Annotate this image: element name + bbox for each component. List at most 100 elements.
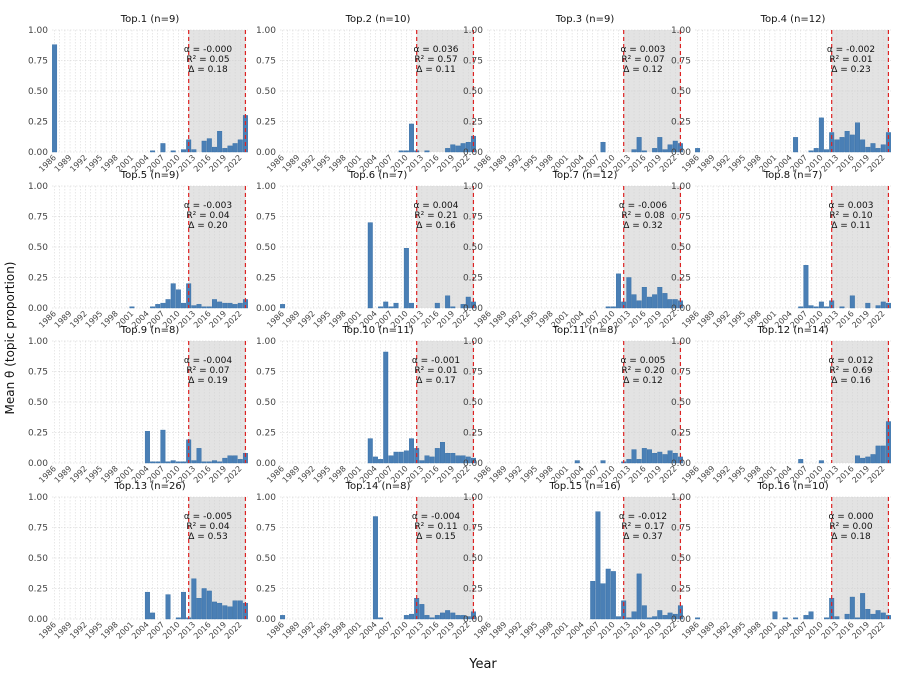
stat-annotation: Δ = 0.16 <box>831 376 871 386</box>
y-tick-label: 1.00 <box>28 182 48 192</box>
y-tick-label: 0.50 <box>671 554 691 564</box>
x-tick-label: 2022 <box>866 153 887 174</box>
y-tick-label: 1.00 <box>463 26 483 36</box>
bar <box>455 615 461 620</box>
bar <box>600 142 606 153</box>
y-tick-label: 0.25 <box>256 274 276 284</box>
bar <box>367 222 373 309</box>
y-tick-label: 0.50 <box>671 243 691 253</box>
bar <box>445 295 451 309</box>
bar <box>824 306 829 309</box>
bar <box>409 302 414 309</box>
stat-annotation: α = -0.002 <box>827 45 875 55</box>
x-tick-label: 2022 <box>223 309 244 330</box>
y-tick-label: 0.75 <box>28 524 48 534</box>
bar <box>201 140 207 153</box>
bar <box>165 299 171 309</box>
stat-annotation: Δ = 0.12 <box>623 376 662 386</box>
bar <box>227 606 233 620</box>
bar <box>388 455 394 464</box>
bar <box>657 287 663 309</box>
bar <box>398 150 404 153</box>
bar <box>880 144 886 153</box>
y-tick-label: 0.50 <box>256 87 276 97</box>
bar <box>232 455 238 464</box>
bar <box>460 304 466 309</box>
stat-annotation: α = 0.036 <box>414 45 459 55</box>
y-axis-label: Mean θ (topic proportion) <box>3 262 17 415</box>
bar <box>865 302 871 309</box>
x-tick-label: 2022 <box>223 620 244 641</box>
bar <box>824 617 829 620</box>
bar <box>600 460 606 464</box>
panel-title: Top.2 (n=10) <box>345 14 411 25</box>
stat-annotation: Δ = 0.18 <box>188 65 228 75</box>
stat-annotation: α = -0.001 <box>412 356 460 366</box>
bar <box>844 131 850 153</box>
bar <box>616 273 621 309</box>
bar <box>129 306 135 309</box>
y-tick-label: 0.25 <box>671 429 691 439</box>
bar <box>849 295 855 309</box>
bar <box>605 306 611 309</box>
y-tick-label: 1.00 <box>256 182 276 192</box>
bar <box>834 616 840 620</box>
bar <box>647 296 652 309</box>
bar <box>808 150 814 153</box>
bar <box>232 304 238 309</box>
bar <box>227 302 233 309</box>
bar <box>160 429 166 464</box>
stat-annotation: R² = 0.04 <box>186 522 229 532</box>
bar <box>834 139 840 153</box>
bar <box>191 460 197 464</box>
bar <box>460 143 466 153</box>
bar <box>201 461 207 464</box>
bar <box>672 453 678 464</box>
panel-title: Top.8 (n=7) <box>763 170 823 181</box>
stat-annotation: R² = 0.57 <box>414 55 457 65</box>
stat-annotation: R² = 0.07 <box>621 55 664 65</box>
stat-annotation: R² = 0.17 <box>621 522 664 532</box>
bar <box>450 144 456 153</box>
bar <box>393 302 399 309</box>
bar <box>450 612 456 620</box>
bar <box>636 573 642 620</box>
bar <box>450 306 456 309</box>
y-tick-label: 0.75 <box>463 524 483 534</box>
bar <box>170 283 176 309</box>
bar <box>222 457 228 464</box>
y-tick-label: 0.50 <box>463 554 483 564</box>
y-tick-label: 1.00 <box>671 337 691 347</box>
y-tick-label: 0.50 <box>463 398 483 408</box>
bar <box>870 454 876 464</box>
bar <box>808 611 814 620</box>
bar <box>217 602 223 620</box>
bar <box>232 600 238 620</box>
bar <box>196 304 202 309</box>
bar <box>839 306 845 309</box>
y-tick-label: 0.00 <box>671 459 691 469</box>
bar <box>870 143 876 153</box>
stat-annotation: Δ = 0.37 <box>623 532 662 542</box>
stat-annotation: Δ = 0.18 <box>831 532 871 542</box>
bar <box>440 442 445 464</box>
bar <box>434 615 440 620</box>
y-tick-label: 0.25 <box>463 274 483 284</box>
bar <box>641 287 647 309</box>
y-tick-label: 0.00 <box>28 459 48 469</box>
bar <box>631 611 637 620</box>
bar <box>414 598 420 620</box>
bar <box>631 149 637 153</box>
bar <box>860 457 866 464</box>
bar <box>610 571 616 620</box>
bar <box>818 117 824 153</box>
y-tick-label: 0.25 <box>256 118 276 128</box>
stat-annotation: Δ = 0.12 <box>623 65 662 75</box>
